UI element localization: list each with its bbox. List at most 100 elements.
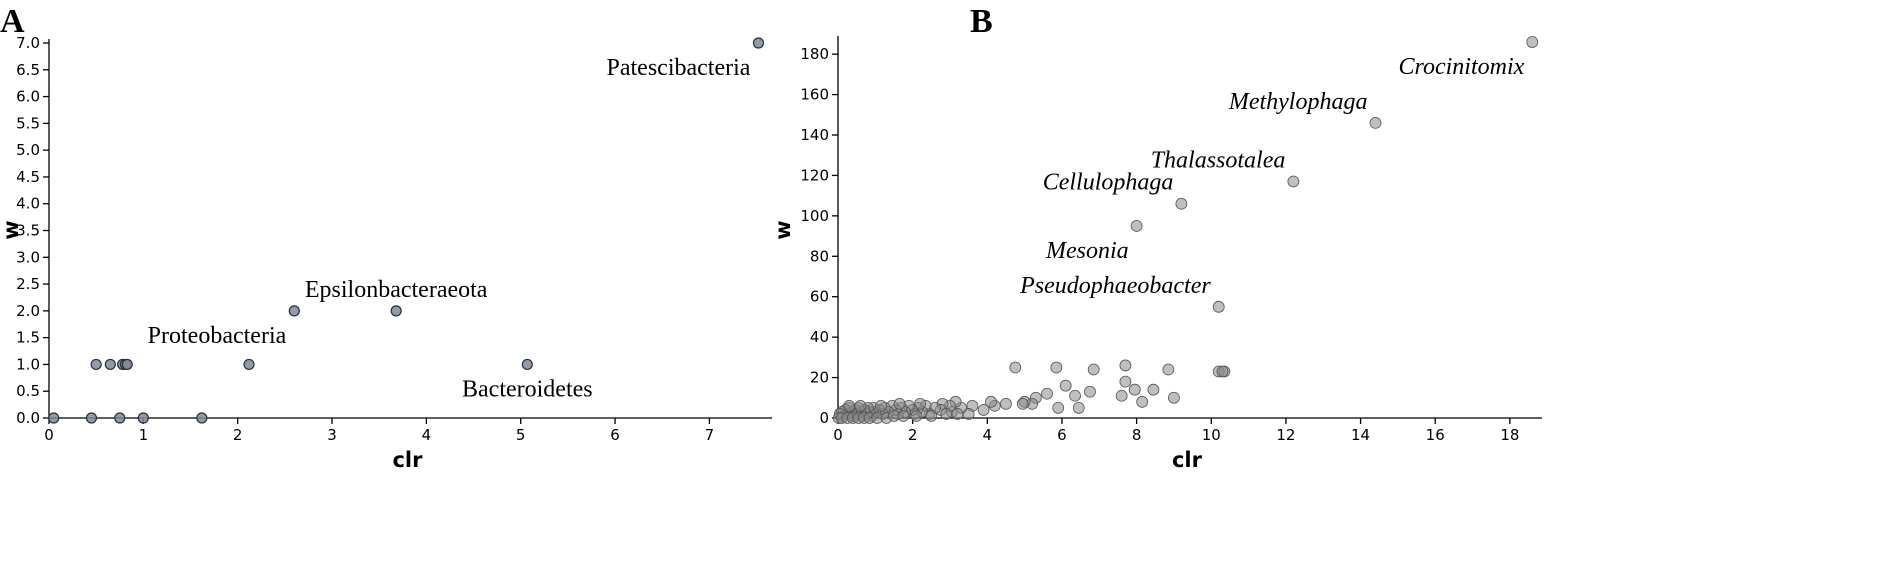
- data-point-a: [521, 358, 533, 371]
- point-annotation-b: Methylophaga: [1228, 89, 1368, 115]
- data-point-b: [925, 410, 938, 422]
- data-point-b: [910, 410, 923, 422]
- data-point-a: [137, 412, 149, 424]
- x-tick-label-b: 16: [1426, 426, 1445, 444]
- point-annotation-b: Mesonia: [1045, 238, 1129, 264]
- y-tick-label-a: 5.5: [16, 114, 40, 132]
- x-tick-label-b: 0: [833, 426, 843, 444]
- x-tick-label-a: 4: [422, 426, 432, 444]
- data-point-a: [85, 412, 98, 424]
- y-tick-label-b: 20: [810, 369, 829, 387]
- data-point-b: [1175, 197, 1188, 210]
- data-point-b: [1009, 361, 1022, 374]
- scatter-panel-a: 0 1 2 3 4 5 6 7 0.0 0.5 1.0 1.5 2.0 2.5 3.0 3.5 4.0 4.5 5.…: [0, 34, 772, 472]
- data-point-a: [90, 358, 102, 371]
- x-tick-label-b: 4: [983, 426, 993, 444]
- data-point-b: [1016, 397, 1029, 410]
- x-tick-label-a: 6: [610, 426, 620, 444]
- y-axis-title-a: w: [0, 220, 23, 239]
- data-point-b: [1526, 36, 1539, 48]
- data-point-b: [1168, 391, 1180, 404]
- x-axis-title-a: clr: [392, 448, 423, 472]
- data-point-b: [1000, 397, 1012, 410]
- point-annotation-b: Pseudophaeobacter: [1019, 273, 1211, 299]
- data-point-b: [1059, 379, 1072, 392]
- data-point-a: [243, 358, 255, 371]
- data-point-b: [1119, 375, 1132, 388]
- y-tick-label-a: 1.0: [16, 355, 40, 373]
- x-tick-label-b: 8: [1132, 426, 1142, 444]
- data-point-b: [1072, 401, 1085, 414]
- x-tick-label-a: 2: [233, 426, 243, 444]
- data-point-b: [1147, 383, 1160, 396]
- data-point-b: [1069, 389, 1081, 402]
- x-tick-label-a: 5: [516, 426, 526, 444]
- x-axis-title-b: clr: [1172, 448, 1203, 472]
- y-tick-label-a: 2.0: [16, 302, 40, 320]
- point-annotation-b: Cellulophaga: [1043, 170, 1174, 196]
- y-tick-label-a: 6.0: [16, 88, 40, 106]
- y-tick-label-b: 100: [800, 207, 829, 225]
- point-annotation-b: Thalassotalea: [1151, 147, 1286, 173]
- panel-label-b: B: [970, 3, 993, 40]
- y-tick-label-b: 40: [810, 328, 829, 346]
- data-point-b: [940, 408, 953, 420]
- data-point-a: [104, 358, 116, 371]
- y-tick-label-b: 80: [810, 247, 829, 265]
- data-point-b: [1216, 365, 1229, 378]
- x-tick-label-b: 18: [1500, 426, 1519, 444]
- data-point-a: [390, 305, 402, 317]
- data-point-b: [1041, 387, 1053, 400]
- y-tick-label-a: 6.5: [16, 61, 40, 79]
- data-point-b: [985, 395, 997, 408]
- scatter-panel-b: 0 2 4 6 8 10 12 14 16 18020406080100120140160180c…: [771, 36, 1542, 472]
- data-point-b: [854, 399, 867, 412]
- y-tick-label-a: 7.0: [16, 34, 40, 52]
- data-point-b: [1115, 389, 1128, 402]
- y-axis-title-b: w: [771, 220, 795, 239]
- data-point-b: [893, 397, 906, 410]
- y-tick-label-a: 3.5: [16, 222, 40, 240]
- data-point-b: [897, 410, 910, 422]
- y-tick-label-a: 2.5: [16, 275, 40, 293]
- y-tick-label-a: 3.0: [16, 248, 40, 266]
- data-point-a: [752, 37, 765, 49]
- data-point-b: [875, 399, 887, 412]
- y-tick-label-b: 180: [800, 45, 829, 63]
- y-tick-label-b: 0: [819, 409, 829, 427]
- x-tick-label-a: 3: [327, 426, 337, 444]
- data-point-b: [843, 399, 856, 412]
- data-point-b: [977, 404, 990, 416]
- y-tick-label-b: 60: [810, 288, 829, 306]
- data-point-a: [288, 305, 300, 317]
- point-annotation-a: Patescibacteria: [607, 55, 751, 81]
- data-point-b: [1050, 361, 1063, 374]
- x-tick-label-b: 6: [1057, 426, 1067, 444]
- y-tick-label-b: 160: [800, 86, 829, 104]
- x-tick-label-a: 1: [139, 426, 149, 444]
- data-point-a: [196, 412, 208, 424]
- data-point-b: [1287, 175, 1300, 188]
- y-tick-label-b: 120: [800, 166, 829, 184]
- y-tick-label-a: 1.5: [16, 329, 40, 347]
- x-tick-label-a: 7: [705, 426, 715, 444]
- point-annotation-a: Proteobacteria: [148, 323, 287, 349]
- data-point-b: [1162, 363, 1175, 376]
- point-annotation-a: Epsilonbacteraeota: [305, 277, 488, 303]
- data-point-b: [1052, 401, 1065, 414]
- x-tick-label-a: 0: [44, 426, 54, 444]
- point-annotation-b: Crocinitomix: [1399, 54, 1525, 80]
- x-tick-label-b: 12: [1276, 426, 1295, 444]
- y-tick-label-a: 4.5: [16, 168, 40, 186]
- data-point-b: [1136, 395, 1149, 408]
- data-point-b: [1212, 300, 1225, 313]
- y-tick-label-a: 5.0: [16, 141, 40, 159]
- data-point-b: [1130, 220, 1143, 232]
- data-point-b: [1087, 363, 1100, 376]
- y-tick-label-a: 0.5: [16, 382, 40, 400]
- point-annotation-a: Bacteroidetes: [462, 376, 593, 402]
- y-tick-label-a: 4.0: [16, 195, 40, 213]
- x-tick-label-b: 2: [908, 426, 918, 444]
- data-point-b: [1119, 359, 1132, 372]
